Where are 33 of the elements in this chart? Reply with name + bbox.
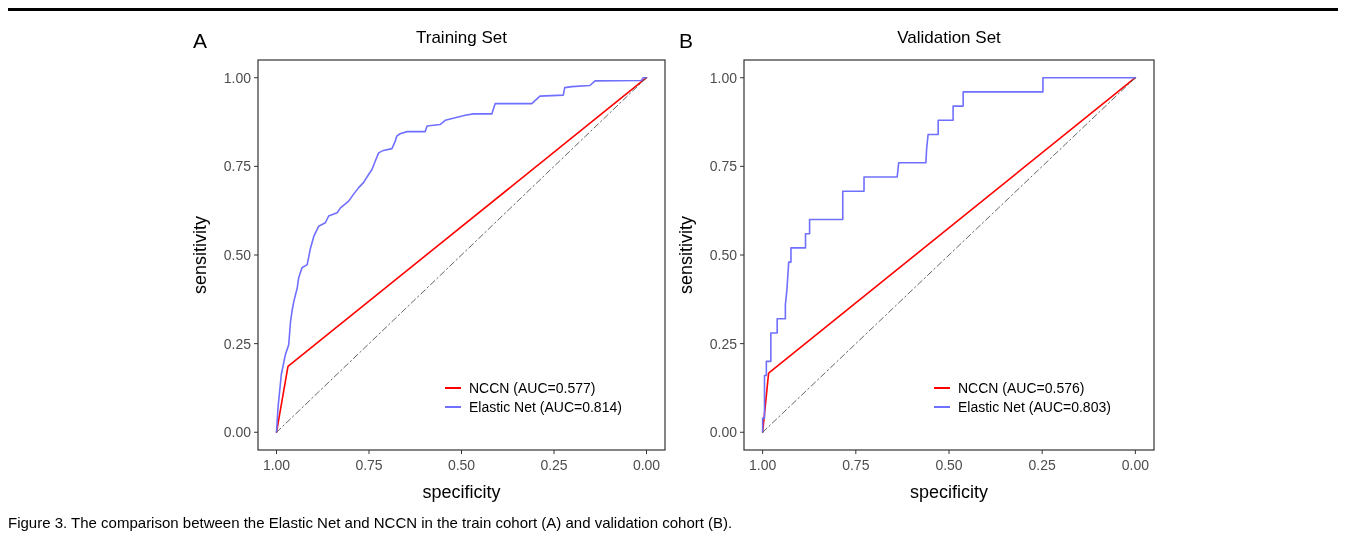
x-tick-label: 0.50 — [935, 457, 963, 473]
y-axis-title: sensitivity — [190, 215, 210, 295]
caption: Figure 3. The comparison between the Elastic Net and NCCN in the train cohort (A) and validation cohort (B). — [8, 514, 733, 531]
x-tick-label: 0.75 — [355, 457, 383, 473]
y-tick-label: 1.00 — [709, 69, 738, 86]
chart-title: Training Set — [415, 28, 508, 47]
x-tick-label: 0.25 — [540, 457, 568, 473]
y-axis-title: sensitivity — [676, 215, 696, 295]
x-tick-label: 1.00 — [749, 457, 777, 473]
y-tick-label: 0.50 — [709, 247, 738, 263]
x-axis-title: specificity — [422, 482, 501, 502]
y-tick-label: 0.00 — [223, 424, 252, 441]
x-axis-title: specificity — [909, 482, 989, 502]
legend-label: Elastic Net (AUC=0.803) — [958, 399, 1111, 415]
y-tick-label: 0.50 — [223, 247, 252, 263]
legend-label: NCCN (AUC=0.577) — [469, 380, 596, 396]
x-tick-label: 1.00 — [262, 457, 291, 473]
x-tick-label: 0.50 — [447, 457, 476, 473]
chart-title: Validation Set — [897, 28, 1002, 47]
y-tick-label: 0.25 — [709, 335, 738, 352]
text: A — [193, 29, 208, 52]
y-tick-label: 0.25 — [223, 335, 252, 352]
legend-label: Elastic Net (AUC=0.814) — [469, 399, 622, 415]
x-tick-label: 0.25 — [1028, 457, 1057, 473]
y-tick-label: 1.00 — [223, 69, 252, 86]
y-tick-label: 0.75 — [709, 158, 738, 175]
y-tick-label: 0.75 — [223, 158, 252, 175]
y-tick-label: 0.00 — [709, 424, 738, 441]
x-tick-label: 0.00 — [1121, 457, 1150, 473]
x-tick-label: 0.75 — [842, 457, 870, 473]
x-tick-label: 0.00 — [632, 457, 661, 473]
legend-label: NCCN (AUC=0.576) — [958, 380, 1085, 396]
text: B — [679, 29, 694, 52]
